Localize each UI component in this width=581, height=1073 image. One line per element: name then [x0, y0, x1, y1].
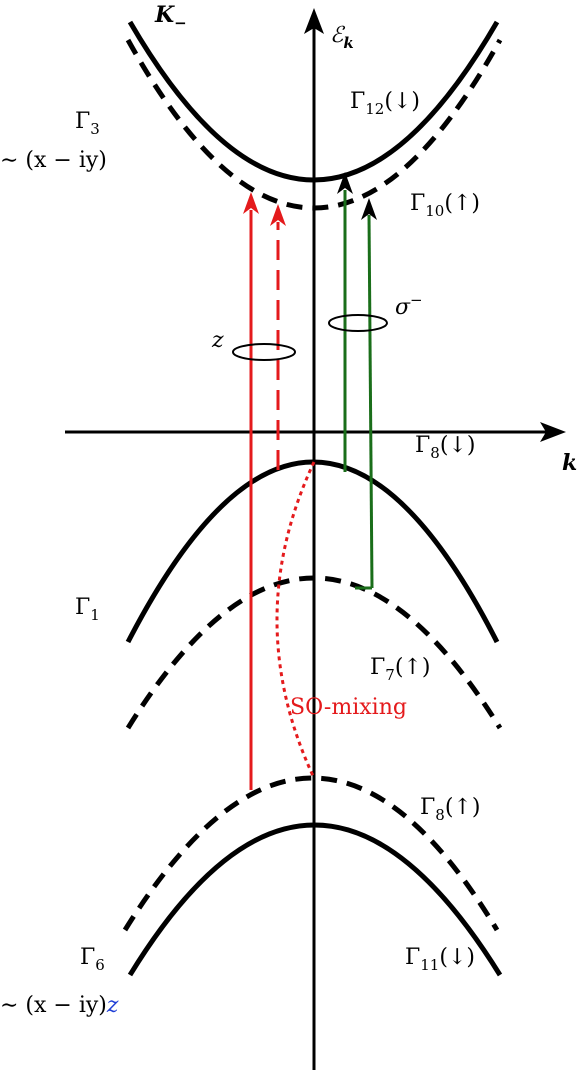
- spin: (↓): [439, 945, 475, 970]
- basis-label: ∼ (x − iy)z: [0, 993, 119, 1018]
- spin: (↑): [395, 655, 431, 680]
- sub: k: [343, 34, 353, 52]
- symbol: Γ: [415, 433, 430, 458]
- polarization-loop: [232, 343, 296, 361]
- symbol: Γ: [405, 945, 420, 970]
- spin: (↑): [445, 795, 481, 820]
- band-dashed: [122, 775, 500, 932]
- mixing-label: SO-mixing: [290, 695, 407, 720]
- polarization-label: z: [211, 328, 224, 353]
- momentum-axis-label: k: [562, 450, 577, 476]
- sub: 7: [385, 666, 395, 684]
- band-dashed: [125, 38, 503, 211]
- arrowhead: [337, 172, 353, 194]
- symbol: K: [154, 2, 175, 28]
- band-label: Γ8(↓): [415, 433, 475, 462]
- symbol: Γ: [410, 191, 425, 216]
- band-dashed: [125, 575, 503, 730]
- band-label: Γ10(↑): [410, 191, 480, 220]
- sub: 11: [420, 956, 439, 974]
- symbol: Γ: [75, 595, 90, 620]
- spin: (↑): [444, 191, 480, 216]
- sub: 8: [430, 444, 440, 462]
- arrowhead: [361, 198, 377, 220]
- basis-label: ∼ (x − iy): [0, 148, 107, 173]
- spin: (↓): [440, 433, 476, 458]
- sub: 1: [90, 606, 100, 624]
- orbital-label: Γ6: [80, 945, 105, 974]
- sub: 10: [425, 202, 444, 220]
- sub: 8: [435, 806, 445, 824]
- transition-arrow: [367, 214, 374, 589]
- orbital-label: Γ3: [75, 109, 100, 138]
- sub: 3: [90, 120, 100, 138]
- symbol: σ: [395, 295, 411, 320]
- axis-arrowhead: [304, 8, 324, 34]
- symbol: Γ: [75, 109, 90, 134]
- polarization-loop: [328, 314, 388, 332]
- axis-arrowhead: [540, 422, 566, 442]
- symbol: Γ: [80, 945, 95, 970]
- sub: −: [174, 14, 187, 32]
- energy-axis-label: ℰk: [330, 23, 354, 52]
- symbol: Γ: [370, 655, 385, 680]
- band-label: Γ7(↑): [370, 655, 430, 684]
- symbol: Γ: [350, 89, 365, 114]
- sub: 6: [95, 956, 105, 974]
- symbol: ℰ: [330, 23, 346, 48]
- band-solid: [127, 20, 500, 183]
- basis-suffix: z: [106, 993, 119, 1018]
- band-label: Γ12(↓): [350, 89, 420, 118]
- symbol: Γ: [420, 795, 435, 820]
- spin: (↓): [384, 89, 420, 114]
- sub: 12: [365, 100, 384, 118]
- sup: −: [410, 291, 423, 309]
- basis: ∼ (x − iy): [0, 993, 107, 1018]
- so-mixing-curve: [275, 461, 316, 779]
- arrowhead: [270, 204, 286, 226]
- band-label: Γ8(↑): [420, 795, 480, 824]
- orbital-label: Γ1: [75, 595, 100, 624]
- band-solid: [127, 822, 503, 977]
- arrowhead: [243, 192, 259, 214]
- polarization-label: σ−: [395, 291, 423, 320]
- valley-label: K−: [154, 2, 187, 32]
- band-label: Γ11(↓): [405, 945, 475, 974]
